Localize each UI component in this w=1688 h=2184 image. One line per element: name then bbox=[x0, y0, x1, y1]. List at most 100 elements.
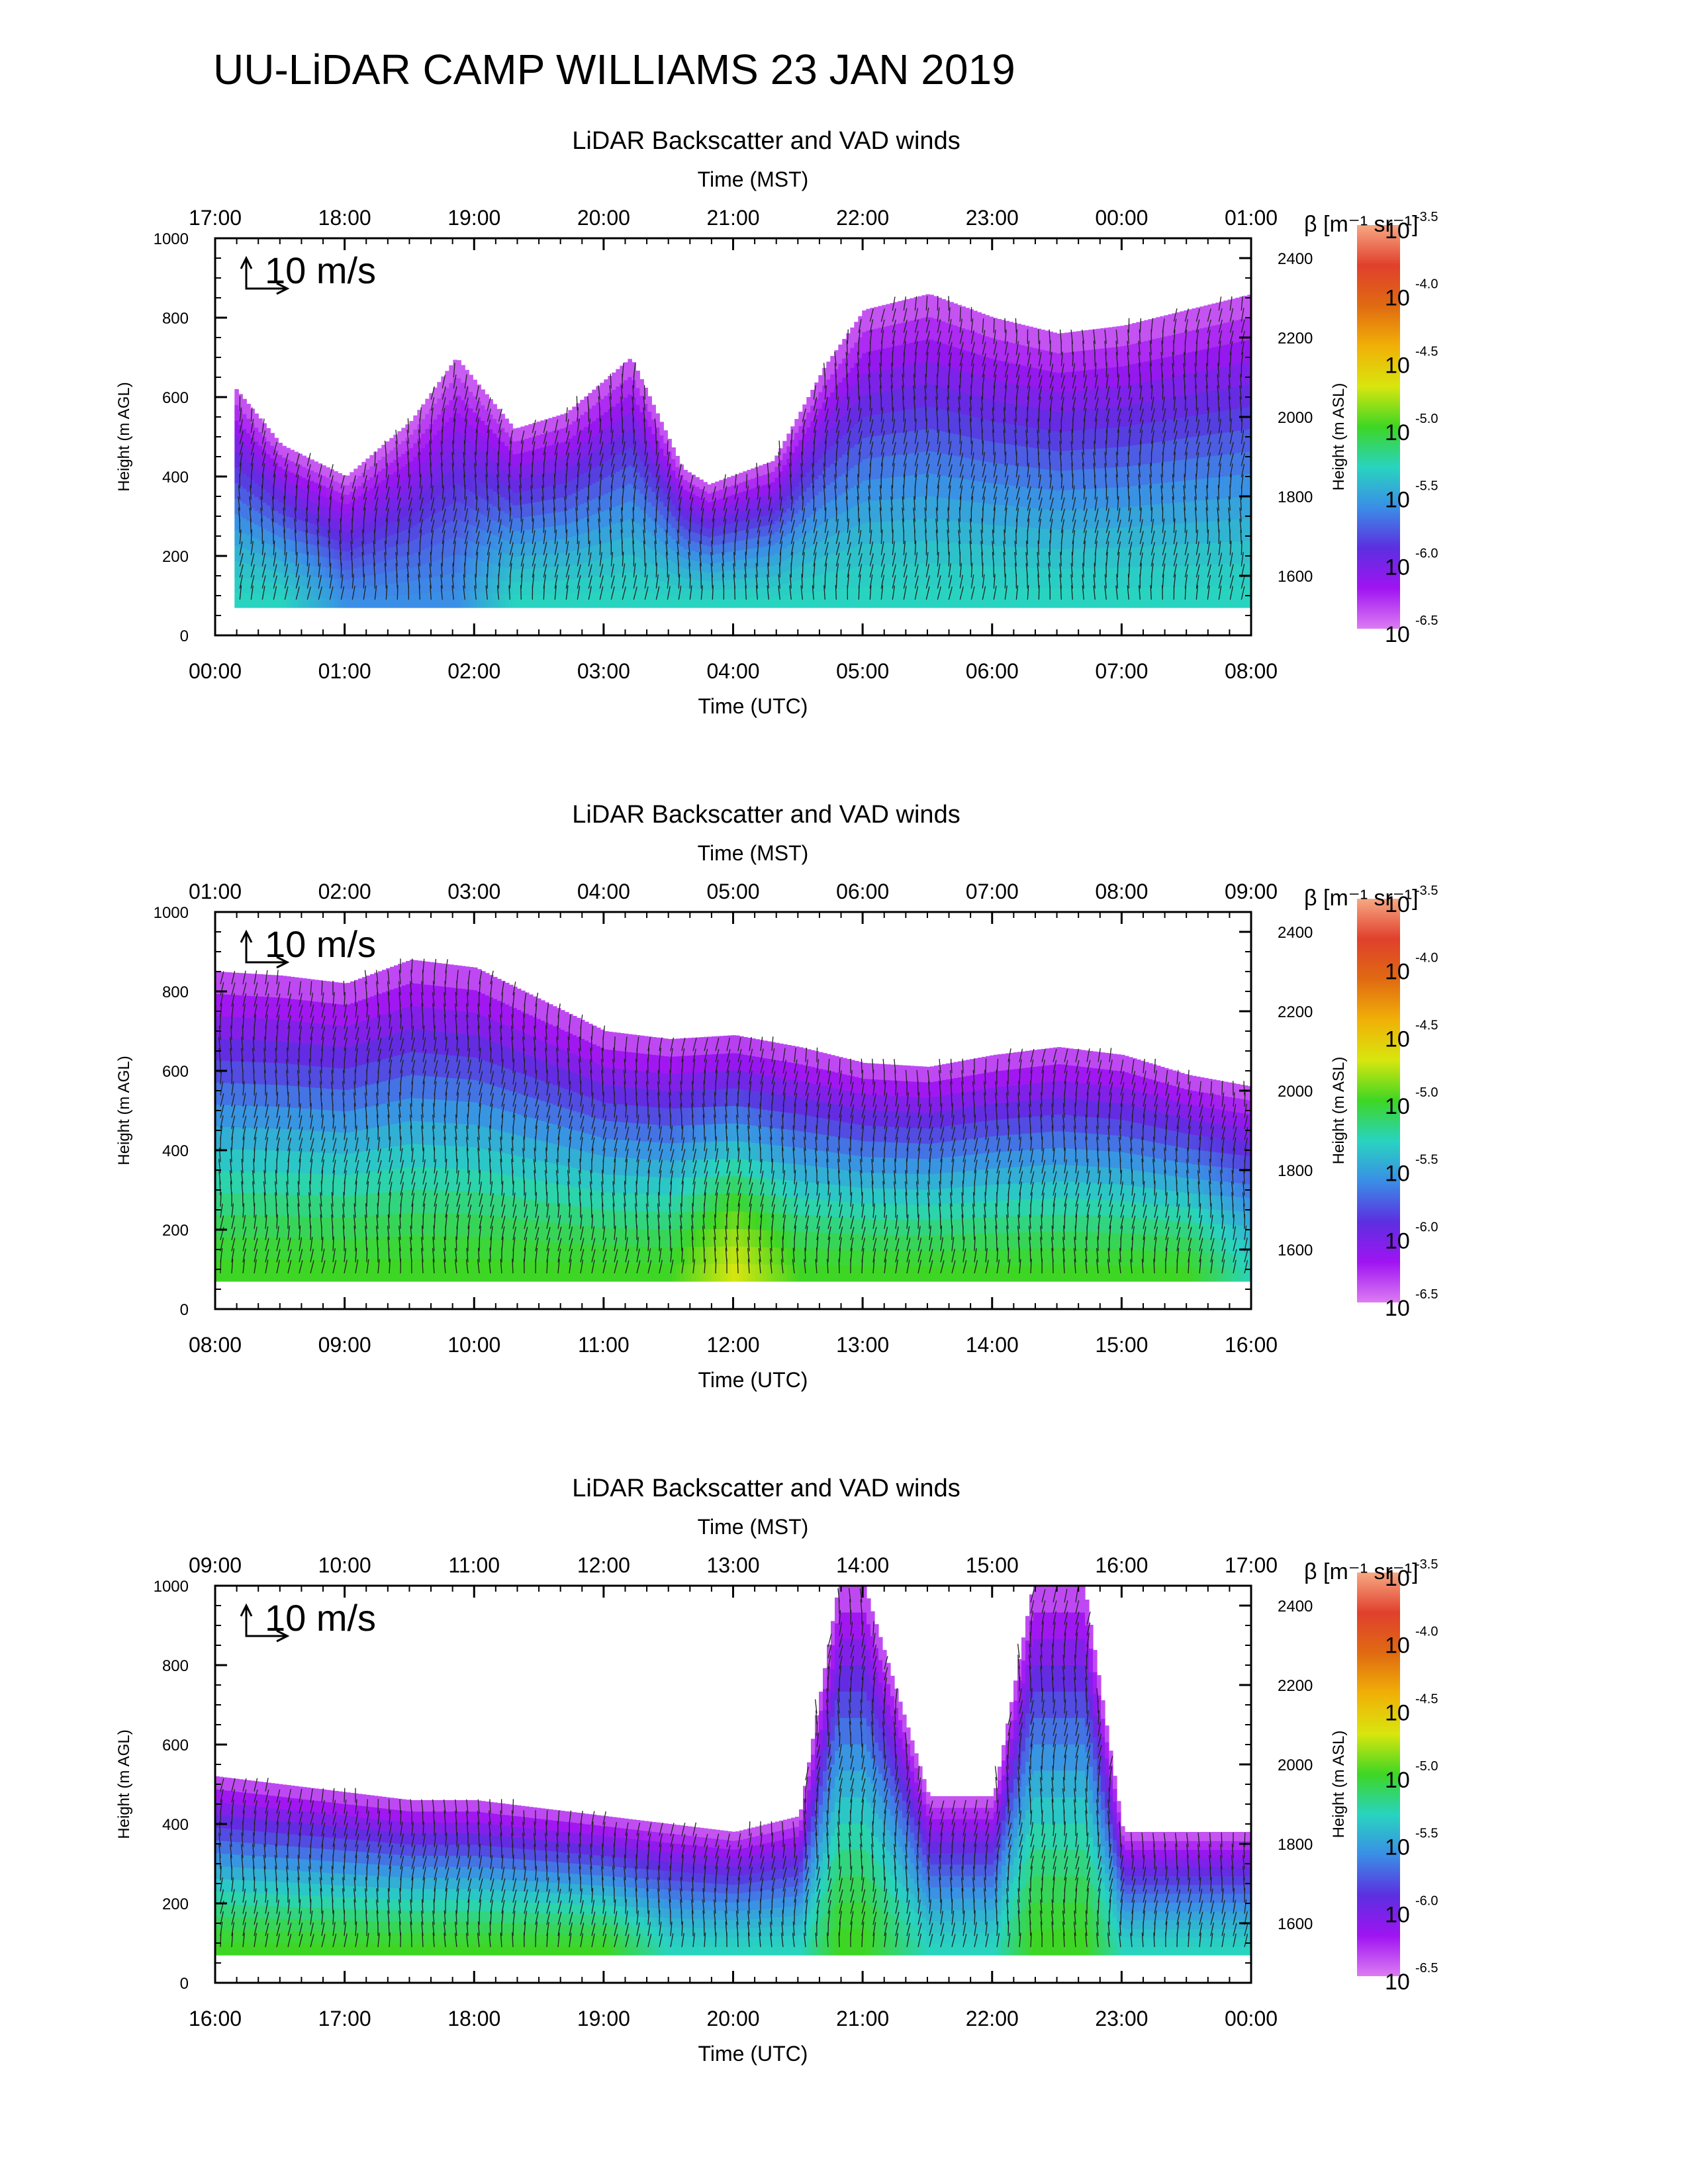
wind-vector bbox=[903, 463, 907, 478]
backscatter-cell bbox=[242, 578, 247, 594]
backscatter-cell bbox=[393, 533, 398, 547]
backscatter-cell bbox=[890, 455, 894, 478]
backscatter-cell bbox=[1056, 568, 1061, 588]
backscatter-cell bbox=[1088, 389, 1093, 410]
backscatter-cell bbox=[1132, 343, 1137, 365]
backscatter-cell bbox=[520, 555, 525, 569]
backscatter-cell bbox=[469, 574, 473, 592]
backscatter-cell bbox=[445, 557, 449, 574]
backscatter-cell bbox=[572, 578, 577, 594]
wind-vector bbox=[554, 574, 558, 589]
backscatter-cell bbox=[794, 459, 799, 474]
backscatter-cell bbox=[258, 445, 263, 459]
backscatter-cell bbox=[731, 560, 735, 570]
backscatter-cell bbox=[461, 382, 465, 400]
wind-vector bbox=[1015, 529, 1017, 545]
backscatter-cell bbox=[556, 443, 561, 457]
backscatter-cell bbox=[496, 408, 501, 424]
backscatter-cell bbox=[548, 580, 553, 595]
backscatter-cell bbox=[751, 498, 755, 509]
wind-vector bbox=[667, 507, 669, 522]
backscatter-cell bbox=[1108, 467, 1113, 488]
backscatter-cell bbox=[906, 343, 910, 366]
wind-vector bbox=[1015, 440, 1017, 455]
backscatter-cell bbox=[671, 573, 676, 585]
wind-vector bbox=[802, 552, 805, 567]
wind-vector bbox=[328, 529, 330, 545]
backscatter-cell bbox=[1235, 320, 1240, 343]
wind-vector bbox=[318, 485, 322, 500]
backscatter-cell bbox=[1223, 476, 1228, 498]
backscatter-cell bbox=[254, 524, 259, 539]
backscatter-cell bbox=[1084, 349, 1089, 371]
backscatter-cell bbox=[350, 482, 354, 492]
wind-vector bbox=[508, 585, 510, 600]
backscatter-cell bbox=[405, 594, 410, 608]
wind-vector bbox=[273, 586, 277, 600]
backscatter-cell bbox=[822, 504, 827, 523]
wind-vector bbox=[937, 296, 939, 311]
wind-vector bbox=[1037, 552, 1039, 567]
backscatter-cell bbox=[771, 461, 775, 473]
backscatter-cell bbox=[767, 597, 771, 608]
backscatter-cell bbox=[1227, 409, 1232, 432]
backscatter-cell bbox=[890, 542, 894, 565]
backscatter-cell bbox=[929, 295, 934, 318]
backscatter-cell bbox=[1124, 486, 1129, 508]
wind-vector bbox=[598, 496, 600, 511]
backscatter-cell bbox=[822, 539, 827, 557]
wind-vector bbox=[261, 474, 264, 489]
wind-vector bbox=[847, 530, 851, 545]
wind-vector bbox=[498, 408, 502, 422]
wind-vector bbox=[678, 507, 681, 522]
wind-vector bbox=[406, 551, 409, 567]
backscatter-cell bbox=[1084, 449, 1089, 469]
backscatter-cell bbox=[1041, 528, 1045, 549]
backscatter-cell bbox=[1132, 404, 1137, 426]
backscatter-cell bbox=[1219, 301, 1224, 324]
backscatter-cell bbox=[504, 526, 509, 541]
backscatter-cell bbox=[568, 494, 573, 510]
backscatter-cell bbox=[818, 375, 823, 392]
backscatter-cell bbox=[524, 516, 529, 530]
backscatter-cell bbox=[1128, 486, 1133, 507]
backscatter-cell bbox=[790, 581, 795, 596]
backscatter-cell bbox=[608, 574, 612, 592]
wind-vector bbox=[250, 430, 255, 444]
wind-vector bbox=[925, 341, 930, 355]
wind-vector bbox=[598, 385, 600, 400]
backscatter-cell bbox=[270, 482, 275, 496]
backscatter-cell bbox=[600, 575, 604, 592]
backscatter-cell bbox=[1076, 469, 1081, 490]
wind-vector bbox=[959, 318, 963, 333]
wind-vector bbox=[858, 396, 861, 411]
backscatter-cell bbox=[457, 519, 461, 537]
backscatter-cell bbox=[612, 406, 616, 424]
wind-vector bbox=[419, 497, 424, 511]
backscatter-cell bbox=[330, 548, 334, 559]
backscatter-cell bbox=[512, 582, 517, 596]
backscatter-cell bbox=[771, 492, 775, 504]
wind-vector bbox=[1014, 418, 1017, 433]
backscatter-cell bbox=[496, 551, 501, 566]
wind-vector bbox=[678, 475, 682, 489]
backscatter-cell bbox=[457, 448, 461, 467]
wind-vector bbox=[1072, 485, 1075, 500]
backscatter-cell bbox=[997, 401, 1002, 423]
backscatter-cell bbox=[647, 441, 652, 457]
backscatter-cell bbox=[691, 522, 696, 532]
backscatter-cell bbox=[377, 539, 382, 551]
backscatter-cell bbox=[671, 447, 676, 459]
wind-vector bbox=[442, 485, 444, 500]
backscatter-cell bbox=[238, 470, 243, 486]
backscatter-cell bbox=[842, 531, 847, 551]
backscatter-cell bbox=[806, 412, 811, 428]
wind-vector bbox=[599, 430, 603, 444]
backscatter-cell bbox=[413, 498, 418, 512]
wind-vector bbox=[487, 519, 491, 533]
backscatter-cell bbox=[500, 552, 505, 567]
wind-vector bbox=[374, 585, 377, 600]
wind-vector bbox=[622, 575, 626, 589]
backscatter-cell bbox=[568, 579, 573, 594]
wind-vector bbox=[734, 497, 739, 511]
